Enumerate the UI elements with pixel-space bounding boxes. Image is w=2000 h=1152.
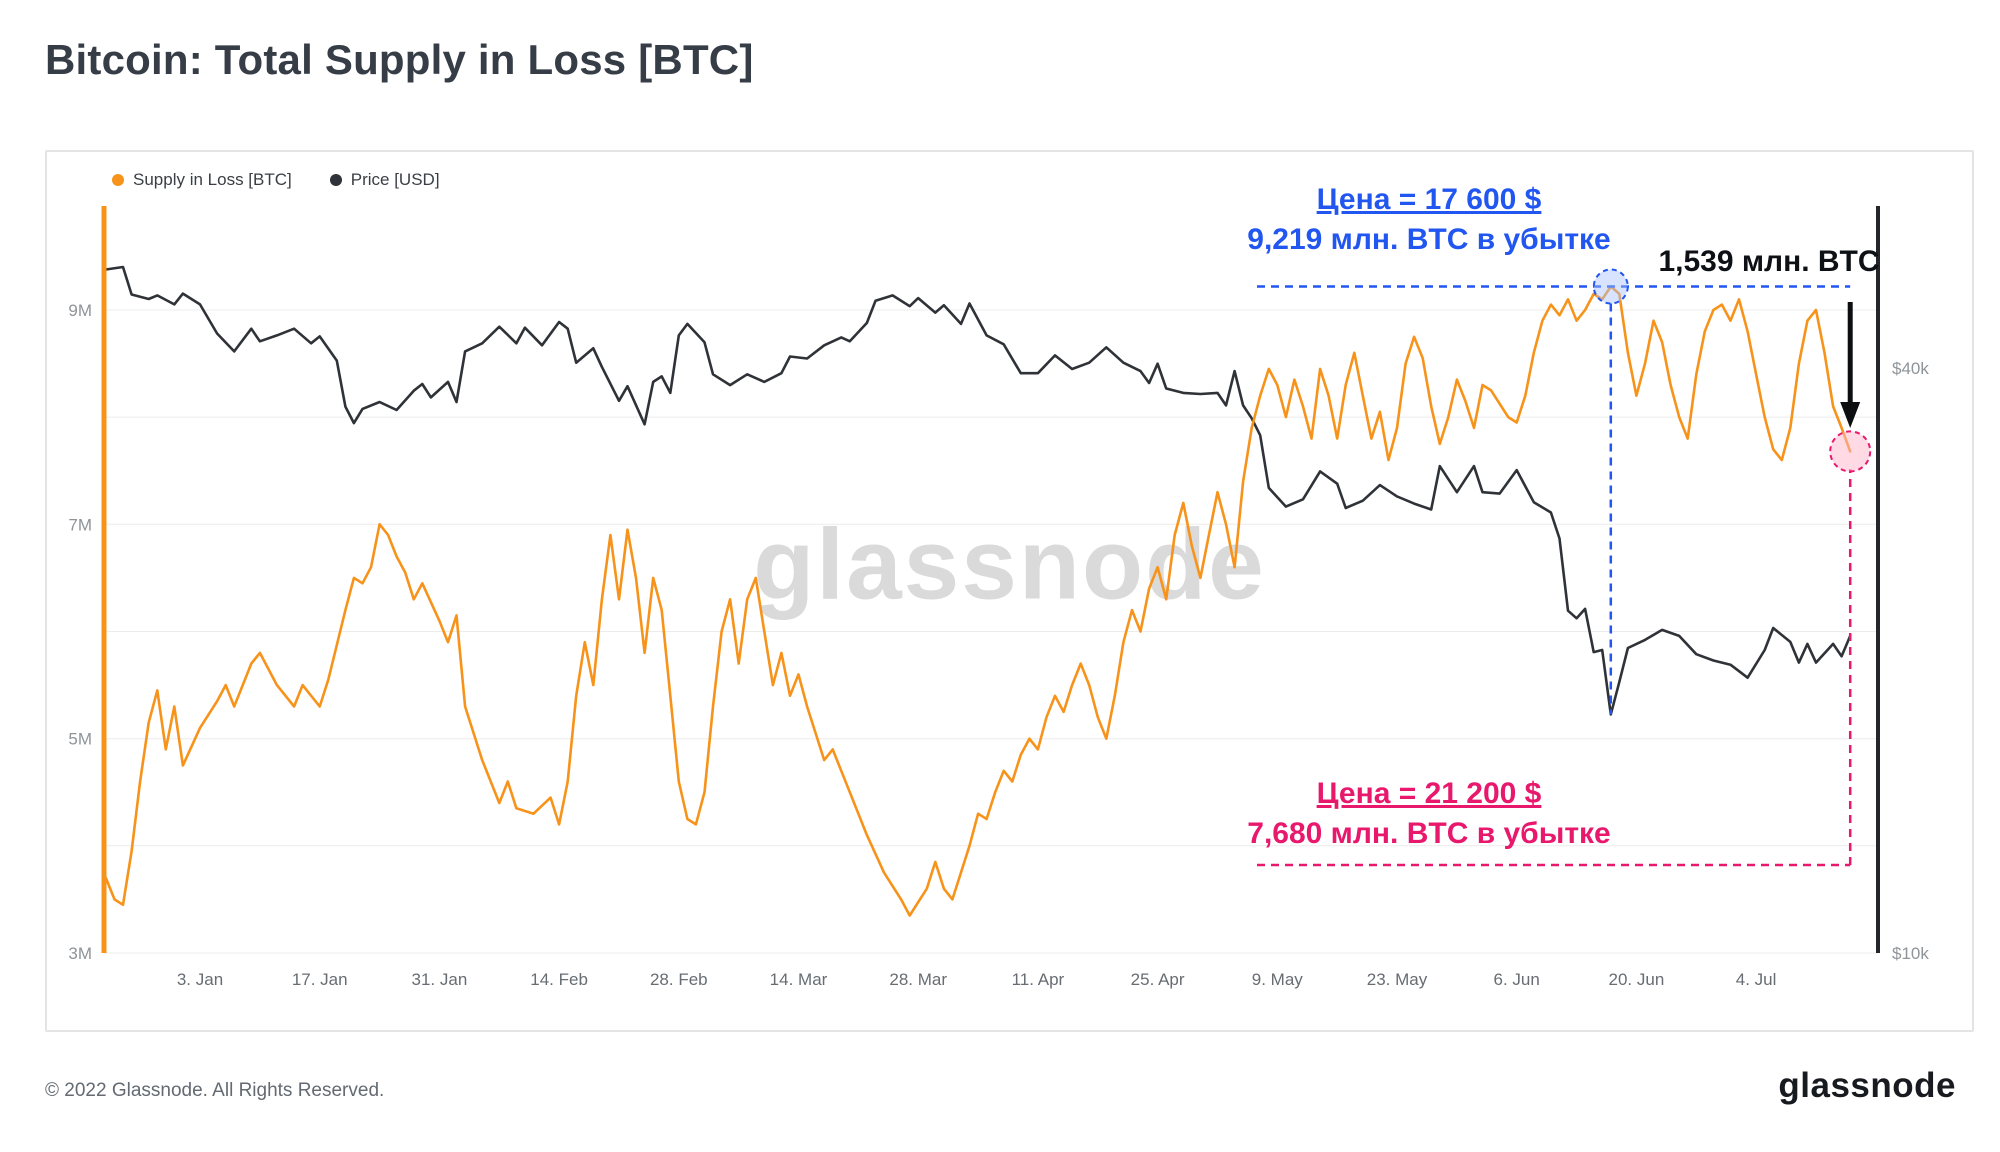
supply-series-line — [104, 285, 1852, 917]
legend-label-supply: Supply in Loss [BTC] — [133, 170, 292, 189]
x-tick-label: 11. Apr — [1012, 970, 1065, 989]
annotation-pink-line1: Цена = 21 200 $ — [1316, 777, 1542, 810]
y-left-tick-label: 9M — [68, 301, 92, 320]
blue-highlight-circle — [1592, 268, 1629, 305]
drop-arrow-head-icon — [1840, 402, 1861, 428]
price-series-swatch-icon — [329, 174, 342, 186]
legend-item-supply[interactable]: Supply in Loss [BTC] — [112, 170, 292, 190]
chart-canvas[interactable]: 9M 7M 5M 3M $40k $10k 3. Jan 17. Jan 31. Jan 14. … — [47, 152, 1972, 1030]
y-left-tick-label: 5M — [68, 730, 92, 749]
glassnode-watermark: glassnode — [753, 507, 1266, 622]
price-series-line — [104, 265, 1852, 716]
y-right-tick-label: $10k — [1892, 944, 1929, 963]
legend-item-price[interactable]: Price [USD] — [329, 170, 440, 190]
chart-legend: Supply in Loss [BTC] Price [USD] — [112, 170, 440, 190]
legend-label-price: Price [USD] — [350, 170, 440, 189]
x-tick-label: 4. Jul — [1736, 970, 1777, 989]
x-tick-label: 28. Feb — [650, 970, 708, 989]
annotation-pink-line2: 7,680 млн. BTC в убытке — [1247, 817, 1611, 850]
x-tick-label: 23. May — [1367, 970, 1428, 989]
x-tick-label: 31. Jan — [412, 970, 468, 989]
y-left-tick-label: 3M — [68, 944, 92, 963]
annotation-blue-line1: Цена = 17 600 $ — [1316, 183, 1542, 216]
x-tick-label: 3. Jan — [177, 970, 223, 989]
copyright-text: © 2022 Glassnode. All Rights Reserved. — [45, 1080, 385, 1101]
pink-highlight-circle — [1829, 430, 1872, 473]
x-tick-label: 6. Jun — [1494, 970, 1540, 989]
x-tick-label: 14. Feb — [530, 970, 588, 989]
x-tick-label: 20. Jun — [1609, 970, 1665, 989]
annotation-blue-price-low: Цена = 17 600 $ 9,219 млн. BTC в убытке — [1209, 180, 1649, 260]
annotation-blue-line2: 9,219 млн. BTC в убытке — [1247, 223, 1611, 256]
x-tick-label: 9. May — [1252, 970, 1304, 989]
y-left-tick-label: 7M — [68, 515, 92, 534]
x-tick-label: 25. Apr — [1131, 970, 1185, 989]
supply-series-swatch-icon — [112, 174, 124, 186]
chart-panel: Supply in Loss [BTC] Price [USD] glassno… — [45, 150, 1974, 1032]
x-tick-label: 14. Mar — [770, 970, 828, 989]
y-right-tick-label: $40k — [1892, 359, 1929, 378]
page-title: Bitcoin: Total Supply in Loss [BTC] — [45, 36, 754, 83]
x-tick-label: 17. Jan — [292, 970, 348, 989]
glassnode-logo: glassnode — [1778, 1066, 1956, 1105]
annotation-pink-price-now: Цена = 21 200 $ 7,680 млн. BTC в убытке — [1209, 774, 1649, 854]
annotation-delta-btc: 1,539 млн. BTC — [1658, 245, 1880, 278]
x-tick-label: 28. Mar — [889, 970, 947, 989]
